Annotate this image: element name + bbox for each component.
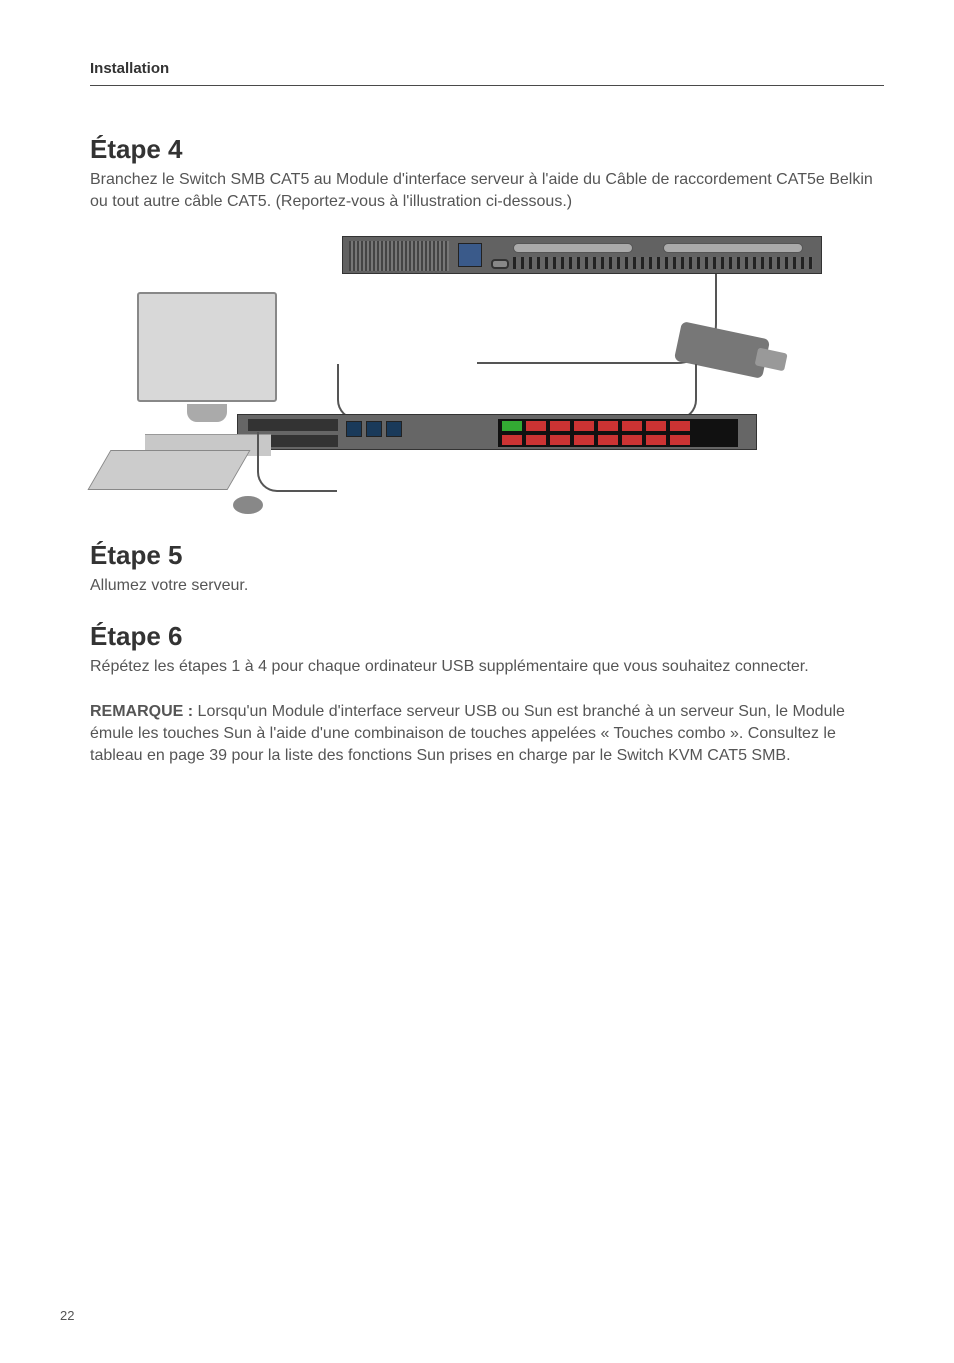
cat5-cable [337, 364, 697, 420]
rj45-port-icon [574, 421, 594, 431]
step-6-heading: Étape 6 [90, 621, 884, 652]
keyboard-icon [87, 450, 250, 490]
port-bank [498, 419, 738, 447]
rack-switch-top [342, 236, 822, 274]
step-5-body: Allumez votre serveur. [90, 575, 884, 597]
step-4-heading: Étape 4 [90, 134, 884, 165]
remark-body: Lorsqu'un Module d'interface serveur USB… [90, 703, 845, 763]
section-title: Installation [90, 60, 884, 77]
drive-slot-icon [663, 243, 803, 253]
drive-slot-icon [513, 243, 633, 253]
peripheral-cable [257, 432, 337, 492]
rj45-port-icon [622, 421, 642, 431]
rj45-port-icon [598, 421, 618, 431]
handle-icon [491, 259, 509, 269]
port-strip-icon [513, 257, 813, 269]
rj45-port-icon [622, 435, 642, 445]
status-icon [366, 421, 382, 437]
vent-grille-icon [349, 241, 449, 271]
step-4-block: Étape 4 Branchez le Switch SMB CAT5 au M… [90, 134, 884, 212]
power-icon [346, 421, 362, 437]
rj45-port-icon [646, 435, 666, 445]
step-5-block: Étape 5 Allumez votre serveur. [90, 540, 884, 597]
remark-paragraph: REMARQUE : Lorsqu'un Module d'interface … [90, 701, 884, 766]
step-5-heading: Étape 5 [90, 540, 884, 571]
rj45-port-icon [550, 435, 570, 445]
rj45-port-icon [502, 421, 522, 431]
header-section: Installation [90, 60, 884, 86]
mouse-icon [233, 496, 263, 514]
step-4-body: Branchez le Switch SMB CAT5 au Module d'… [90, 169, 884, 212]
remark-label: REMARQUE : [90, 703, 193, 720]
rj45-port-icon [598, 435, 618, 445]
monitor-icon [137, 292, 277, 402]
activity-icon [386, 421, 402, 437]
rj45-port-icon [526, 435, 546, 445]
step-6-body: Répétez les étapes 1 à 4 pour chaque ord… [90, 656, 884, 678]
rj45-port-icon [574, 435, 594, 445]
connection-diagram [137, 236, 837, 516]
indicator-panel-icon [458, 243, 482, 267]
rj45-port-icon [526, 421, 546, 431]
monitor-stand-icon [187, 404, 227, 422]
rj45-port-icon [670, 421, 690, 431]
rj45-port-icon [646, 421, 666, 431]
rj45-port-icon [502, 435, 522, 445]
page-number: 22 [60, 1308, 74, 1323]
tray-icon [248, 419, 338, 431]
control-icons [346, 421, 416, 445]
rj45-port-icon [670, 435, 690, 445]
step-6-block: Étape 6 Répétez les étapes 1 à 4 pour ch… [90, 621, 884, 678]
rj45-port-icon [550, 421, 570, 431]
connector-tip-icon [755, 348, 788, 372]
